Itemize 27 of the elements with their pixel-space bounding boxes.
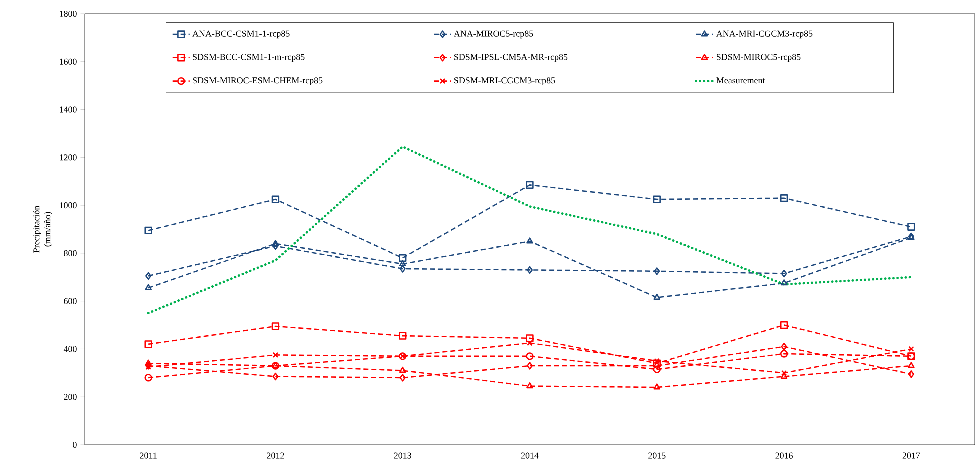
- x-tick-label: 2012: [267, 452, 284, 459]
- y-tick-label: 1600: [60, 58, 77, 65]
- x-tick-label: 2011: [140, 452, 157, 459]
- y-tick-label: 1000: [60, 202, 77, 209]
- legend-label: SDSM-IPSL-CM5A-MR-rcp85: [454, 54, 568, 62]
- y-tick-label: 200: [64, 394, 77, 400]
- legend-label: SDSM-MIROC5-rcp85: [717, 54, 801, 62]
- legend-label: SDSM-MIROC-ESM-CHEM-rcp85: [193, 78, 323, 86]
- y-axis-title: Precipitación (mm/año): [33, 206, 52, 253]
- y-tick-label: 600: [64, 298, 77, 304]
- legend-label: ANA-MIROC5-rcp85: [454, 30, 534, 39]
- x-tick-label: 2014: [521, 452, 539, 459]
- legend-label: ANA-BCC-CSM1-1-rcp85: [192, 30, 290, 39]
- y-tick-label: 1400: [60, 106, 77, 113]
- legend-label: Measurement: [716, 78, 766, 84]
- legend-label: SDSM-MRI-CGCM3-rcp85: [454, 78, 556, 86]
- x-tick-label: 2013: [394, 452, 412, 459]
- y-tick-label: 400: [64, 346, 77, 352]
- y-tick-label: 1800: [60, 10, 77, 18]
- x-tick-label: 2016: [776, 452, 793, 459]
- y-tick-label: 1200: [60, 154, 77, 161]
- y-tick-label: 0: [73, 442, 77, 448]
- x-tick-label: 2015: [648, 452, 666, 459]
- legend-label: ANA-MRI-CGCM3-rcp85: [716, 30, 813, 39]
- legend-label: SDSM-BCC-CSM1-1-m-rcp85: [193, 54, 305, 62]
- y-tick-label: 800: [64, 250, 77, 256]
- x-tick-label: 2017: [902, 452, 920, 459]
